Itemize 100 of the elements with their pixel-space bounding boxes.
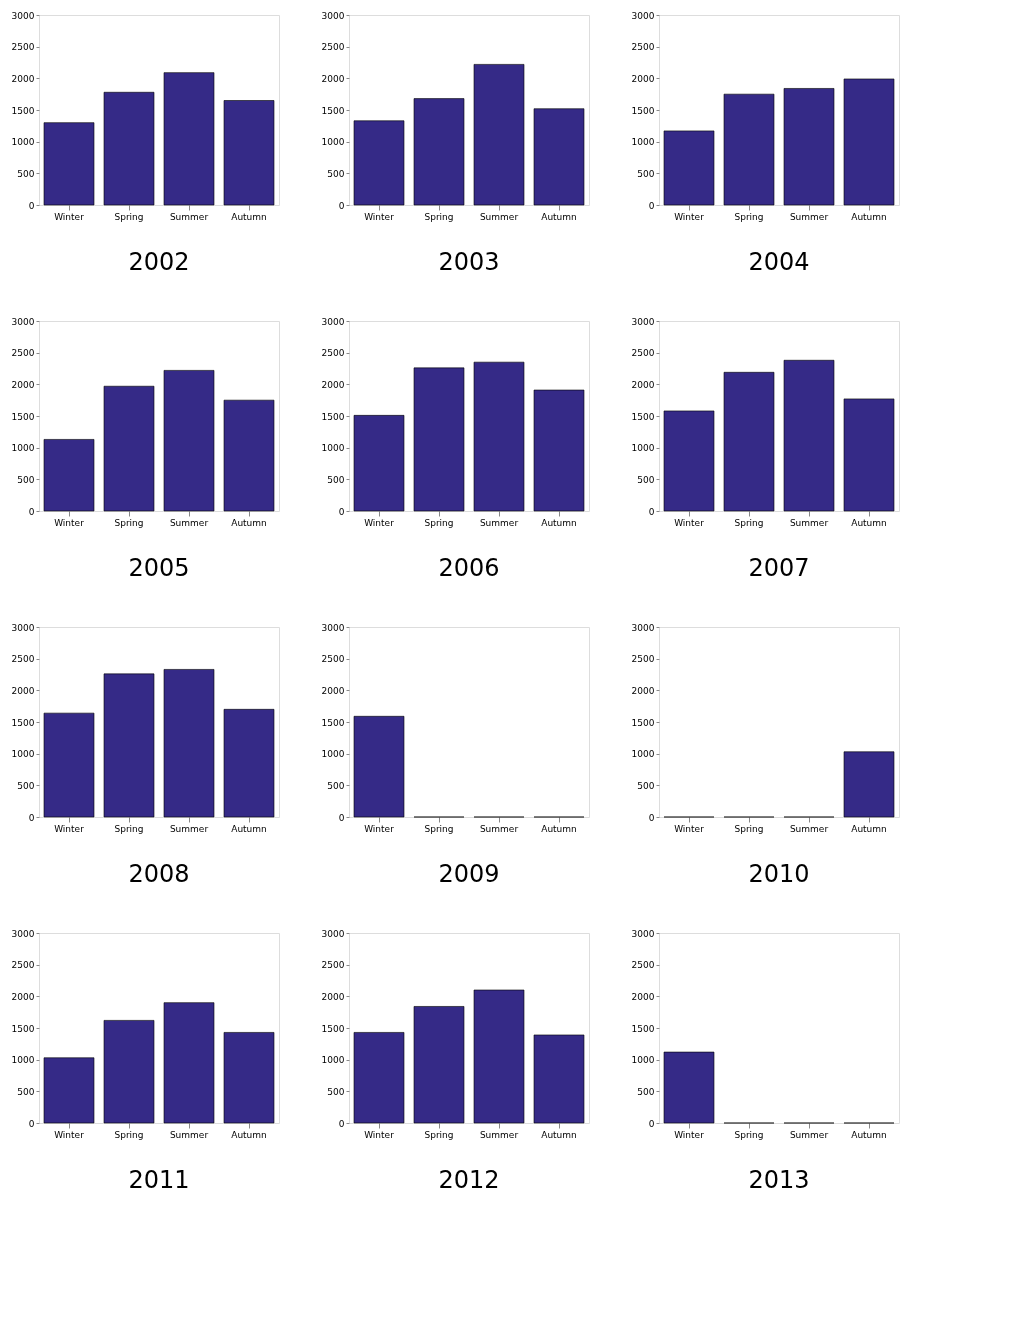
- bar: [783, 359, 835, 512]
- x-tick-label: Spring: [424, 1129, 454, 1140]
- y-tick-label: 3000: [631, 10, 655, 21]
- bar: [223, 1032, 275, 1124]
- x-tick-label: Autumn: [851, 211, 887, 222]
- y-tick-label: 0: [338, 1118, 345, 1129]
- y-tick-label: 3000: [321, 622, 345, 633]
- y-tick-label: 3000: [631, 316, 655, 327]
- x-tick-label: Winter: [364, 1129, 395, 1140]
- y-tick-label: 3000: [321, 10, 345, 21]
- y-tick-label: 2000: [321, 991, 345, 1002]
- y-tick-label: 3000: [11, 622, 35, 633]
- y-tick-label: 1000: [321, 749, 345, 760]
- y-tick-label: 1000: [11, 749, 35, 760]
- y-tick-label: 0: [338, 812, 345, 823]
- x-tick-label: Autumn: [231, 517, 267, 528]
- x-tick-label: Spring: [734, 1129, 764, 1140]
- y-tick-label: 0: [28, 506, 35, 517]
- bar: [533, 108, 585, 206]
- x-tick-label: Winter: [674, 1129, 705, 1140]
- y-tick-label: 2500: [321, 42, 345, 53]
- x-tick-label: Winter: [364, 823, 395, 834]
- y-tick-label: 1000: [321, 137, 345, 148]
- x-tick-label: Summer: [789, 517, 829, 528]
- y-tick-label: 2000: [631, 379, 655, 390]
- y-tick-label: 500: [637, 780, 655, 791]
- y-tick-label: 1500: [631, 1023, 655, 1034]
- y-tick-label: 0: [648, 506, 655, 517]
- y-tick-label: 0: [28, 200, 35, 211]
- y-tick-label: 2000: [11, 379, 35, 390]
- x-tick-label: Autumn: [851, 517, 887, 528]
- bar: [103, 673, 155, 818]
- x-tick-label: Autumn: [231, 1129, 267, 1140]
- bar: [163, 370, 215, 512]
- y-tick-label: 2000: [321, 73, 345, 84]
- x-tick-label: Autumn: [851, 823, 887, 834]
- y-tick-label: 1500: [321, 411, 345, 422]
- y-tick-label: 1500: [321, 1023, 345, 1034]
- y-tick-label: 1000: [11, 137, 35, 148]
- y-tick-label: 1500: [11, 1023, 35, 1034]
- x-tick-label: Autumn: [541, 823, 577, 834]
- bar: [783, 88, 835, 206]
- bar: [43, 1057, 95, 1124]
- bar: [663, 130, 715, 206]
- bar: [473, 361, 525, 512]
- bar: [533, 389, 585, 512]
- y-tick-label: 1000: [631, 749, 655, 760]
- bar: [723, 93, 775, 206]
- x-tick-label: Spring: [734, 211, 764, 222]
- x-tick-label: Winter: [364, 517, 395, 528]
- text: 2010: [748, 860, 810, 888]
- y-tick-label: 2000: [11, 73, 35, 84]
- y-tick-label: 500: [17, 1086, 35, 1097]
- bar: [413, 98, 465, 206]
- x-tick-label: Summer: [479, 823, 519, 834]
- x-tick-label: Winter: [674, 823, 705, 834]
- x-tick-label: Spring: [424, 517, 454, 528]
- bar: [473, 989, 525, 1124]
- x-tick-label: Winter: [54, 211, 85, 222]
- bar: [163, 72, 215, 206]
- y-tick-label: 2000: [11, 685, 35, 696]
- y-tick-label: 1000: [11, 1055, 35, 1066]
- y-tick-label: 0: [338, 200, 345, 211]
- y-tick-label: 2500: [321, 348, 345, 359]
- x-tick-label: Summer: [479, 517, 519, 528]
- y-tick-label: 2500: [11, 654, 35, 665]
- x-tick-label: Autumn: [851, 1129, 887, 1140]
- y-tick-label: 1500: [631, 717, 655, 728]
- x-tick-label: Autumn: [231, 211, 267, 222]
- text: 2011: [128, 1166, 190, 1194]
- y-tick-label: 2500: [321, 654, 345, 665]
- y-tick-label: 1500: [631, 411, 655, 422]
- x-tick-label: Spring: [114, 823, 144, 834]
- y-tick-label: 1000: [321, 1055, 345, 1066]
- y-tick-label: 1000: [631, 443, 655, 454]
- bar: [223, 709, 275, 818]
- y-tick-label: 3000: [321, 928, 345, 939]
- text: 2005: [128, 554, 190, 582]
- y-tick-label: 2500: [321, 960, 345, 971]
- y-tick-label: 500: [327, 1086, 345, 1097]
- y-tick-label: 0: [648, 1118, 655, 1129]
- y-tick-label: 500: [17, 474, 35, 485]
- y-tick-label: 1500: [11, 411, 35, 422]
- bar: [843, 398, 895, 512]
- x-tick-label: Summer: [169, 517, 209, 528]
- y-tick-label: 2500: [11, 348, 35, 359]
- y-tick-label: 0: [648, 812, 655, 823]
- y-tick-label: 1000: [631, 1055, 655, 1066]
- y-tick-label: 3000: [11, 10, 35, 21]
- y-tick-label: 2000: [11, 991, 35, 1002]
- y-tick-label: 500: [17, 168, 35, 179]
- bar: [413, 1006, 465, 1124]
- x-tick-label: Summer: [789, 211, 829, 222]
- x-tick-label: Winter: [54, 823, 85, 834]
- y-tick-label: 2000: [321, 685, 345, 696]
- y-tick-label: 1500: [321, 717, 345, 728]
- bar: [843, 78, 895, 206]
- bar: [723, 372, 775, 512]
- y-tick-label: 3000: [11, 928, 35, 939]
- bar: [353, 415, 405, 512]
